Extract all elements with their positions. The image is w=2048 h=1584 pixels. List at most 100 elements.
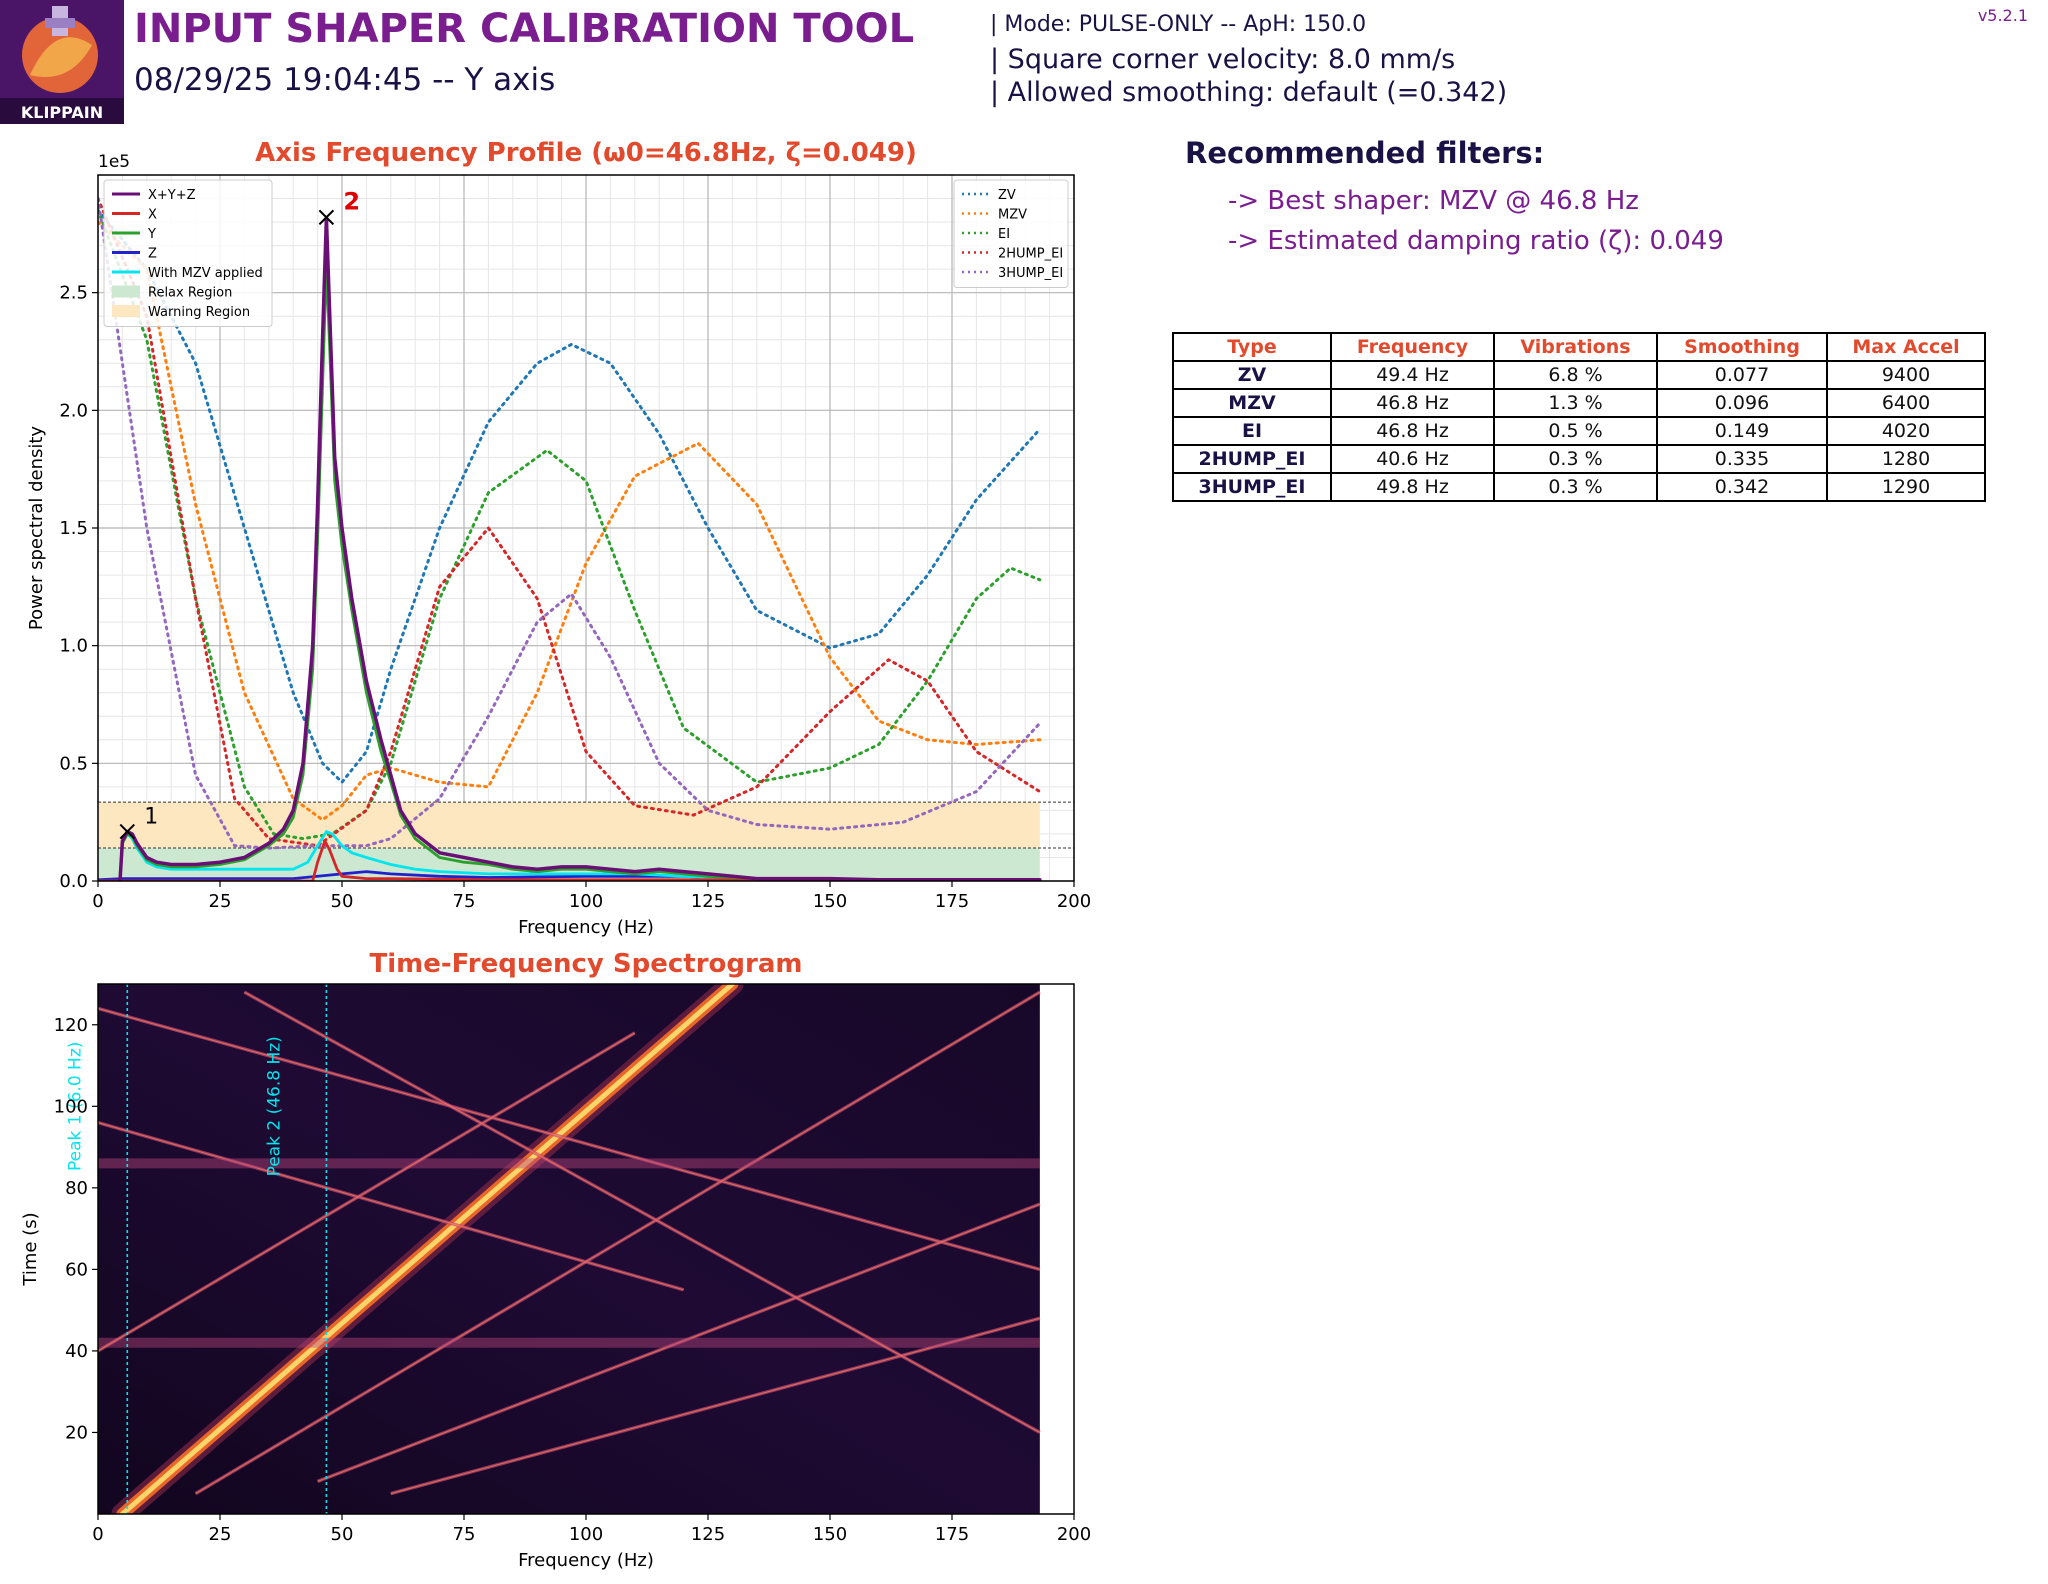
table-row: 2HUMP_EI 40.6 Hz 0.3 % 0.335 1280 bbox=[1172, 444, 1986, 474]
spectrogram-plot-area bbox=[98, 984, 1041, 1514]
spectrogram-chart: Peak 1 (6.0 Hz) Peak 2 (46.8 Hz) 0 25 50 75 10… bbox=[20, 949, 1091, 1571]
peak-marker bbox=[318, 209, 335, 226]
x-tick-label: 25 bbox=[209, 1524, 232, 1545]
legend-label: EI bbox=[998, 227, 1010, 242]
legend-label: X bbox=[148, 208, 157, 223]
x-tick-label: 200 bbox=[1057, 891, 1091, 912]
table-cell: 0.077 bbox=[1656, 360, 1828, 390]
table-cell: 1290 bbox=[1826, 472, 1986, 502]
table-cell: 1280 bbox=[1826, 444, 1986, 474]
table-cell: 0.3 % bbox=[1493, 444, 1658, 474]
spectrogram-x-axis-label: Frequency (Hz) bbox=[518, 1550, 654, 1571]
psd-plot-area bbox=[98, 197, 1074, 881]
series-line-x bbox=[98, 839, 1042, 881]
table-cell: 6400 bbox=[1826, 388, 1986, 418]
psd-chart: 1 2 0 25 50 75 100 125 150 175 200 0.0 0.5 1.0 1.5 2.0 2… bbox=[26, 138, 1091, 938]
psd-x-axis-label: Frequency (Hz) bbox=[518, 917, 654, 938]
spectrogram-background bbox=[98, 984, 1040, 1514]
y-tick-label: 1.5 bbox=[59, 518, 88, 539]
table-cell: 0.3 % bbox=[1493, 472, 1658, 502]
header-vibrations: Vibrations bbox=[1493, 332, 1658, 362]
header-max-accel: Max Accel bbox=[1826, 332, 1986, 362]
psd-title: Axis Frequency Profile (ω0=46.8Hz, ζ=0.0… bbox=[255, 138, 917, 168]
legend-label: X+Y+Z bbox=[148, 188, 196, 203]
series-line-ei bbox=[98, 208, 1042, 841]
table-cell: MZV bbox=[1172, 388, 1332, 418]
y-tick-label: 60 bbox=[65, 1259, 88, 1280]
legend-left-box bbox=[103, 179, 273, 327]
peak-label: 2 bbox=[343, 187, 360, 215]
version-label: v5.2.1 bbox=[1977, 6, 2028, 25]
legend-swatch bbox=[112, 305, 140, 317]
spectrogram-harmonic-core bbox=[244, 991, 1041, 1433]
legend-label: MZV bbox=[998, 208, 1027, 223]
legend-right-box bbox=[953, 179, 1069, 288]
logo-text: KLIPPAIN bbox=[21, 103, 103, 122]
table-cell: 3HUMP_EI bbox=[1172, 472, 1332, 502]
series-line-mzv bbox=[98, 220, 1042, 822]
table-cell: 9400 bbox=[1826, 360, 1986, 390]
x-tick-label: 200 bbox=[1057, 1524, 1091, 1545]
x-tick-label: 50 bbox=[331, 891, 354, 912]
spectrogram-harmonic-core bbox=[195, 991, 1041, 1495]
series-line-x-y-z bbox=[118, 215, 1042, 881]
smoothing-info: | Allowed smoothing: default (=0.342) bbox=[990, 77, 1508, 108]
legend-label: ZV bbox=[998, 188, 1016, 203]
x-tick-label: 75 bbox=[453, 891, 476, 912]
table-cell: 40.6 Hz bbox=[1330, 444, 1495, 474]
legend-label: With MZV applied bbox=[148, 266, 263, 281]
header-smoothing: Smoothing bbox=[1656, 332, 1828, 362]
recommendation-best-shaper: -> Best shaper: MZV @ 46.8 Hz bbox=[1228, 186, 1639, 216]
x-tick-label: 75 bbox=[453, 1524, 476, 1545]
table-cell: 46.8 Hz bbox=[1330, 388, 1495, 418]
y-tick-label: 2.5 bbox=[59, 283, 88, 304]
legend-label: Y bbox=[147, 227, 156, 242]
x-tick-label: 175 bbox=[935, 891, 969, 912]
legend-swatch bbox=[112, 285, 140, 298]
peak-line-label: Peak 2 (46.8 Hz) bbox=[265, 1036, 285, 1176]
legend-label: 2HUMP_EI bbox=[998, 247, 1063, 262]
y-tick-label: 2.0 bbox=[59, 400, 88, 421]
scv-info: | Square corner velocity: 8.0 mm/s bbox=[990, 44, 1456, 75]
table-cell: 49.4 Hz bbox=[1330, 360, 1495, 390]
y-tick-label: 0.0 bbox=[59, 871, 88, 892]
recommendation-damping: -> Estimated damping ratio (ζ): 0.049 bbox=[1228, 226, 1724, 256]
series-line-2hump-ei bbox=[98, 197, 1042, 848]
table-row: ZV 49.4 Hz 6.8 % 0.077 9400 bbox=[1172, 360, 1986, 390]
warning-region bbox=[98, 802, 1040, 849]
spectrogram-y-axis-label: Time (s) bbox=[20, 1212, 41, 1286]
table-row: EI 46.8 Hz 0.5 % 0.149 4020 bbox=[1172, 416, 1986, 446]
y-tick-label: 0.5 bbox=[59, 753, 88, 774]
recommendations-title: Recommended filters: bbox=[1185, 136, 1545, 170]
spectrogram-sweep-core bbox=[119, 984, 735, 1514]
y-tick-label: 40 bbox=[65, 1341, 88, 1362]
filters-header-row: Type Frequency Vibrations Smoothing Max … bbox=[1172, 332, 1986, 362]
x-tick-label: 100 bbox=[569, 1524, 603, 1545]
table-cell: 0.342 bbox=[1656, 472, 1828, 502]
filters-table: Type Frequency Vibrations Smoothing Max … bbox=[1172, 332, 1986, 502]
page-title: INPUT SHAPER CALIBRATION TOOL bbox=[134, 6, 915, 52]
legend-left: X+Y+Z XYZ With MZV applied Relax Region Warn… bbox=[103, 179, 273, 327]
table-cell: 46.8 Hz bbox=[1330, 416, 1495, 446]
y-tick-label: 20 bbox=[65, 1422, 88, 1443]
y-tick-label: 100 bbox=[54, 1096, 88, 1117]
x-tick-label: 50 bbox=[331, 1524, 354, 1545]
legend-label: Relax Region bbox=[148, 286, 232, 301]
legend-label: 3HUMP_EI bbox=[998, 266, 1063, 281]
table-cell: ZV bbox=[1172, 360, 1332, 390]
table-row: MZV 46.8 Hz 1.3 % 0.096 6400 bbox=[1172, 388, 1986, 418]
x-tick-label: 150 bbox=[813, 891, 847, 912]
legend-right: ZV MZV EI 2HUMP_EI 3HUMP_EI bbox=[953, 179, 1069, 288]
series-line-zv bbox=[98, 208, 1042, 784]
x-tick-label: 100 bbox=[569, 891, 603, 912]
x-tick-label: 125 bbox=[691, 1524, 725, 1545]
spectrogram-harmonic-core bbox=[317, 1203, 1041, 1482]
table-cell: 0.335 bbox=[1656, 444, 1828, 474]
spectrogram-title: Time-Frequency Spectrogram bbox=[370, 949, 803, 979]
table-cell: 0.149 bbox=[1656, 416, 1828, 446]
table-row: 3HUMP_EI 49.8 Hz 0.3 % 0.342 1290 bbox=[1172, 472, 1986, 502]
x-tick-label: 0 bbox=[92, 891, 103, 912]
peak-line-label: Peak 1 (6.0 Hz) bbox=[66, 1042, 86, 1171]
table-cell: 0.5 % bbox=[1493, 416, 1658, 446]
